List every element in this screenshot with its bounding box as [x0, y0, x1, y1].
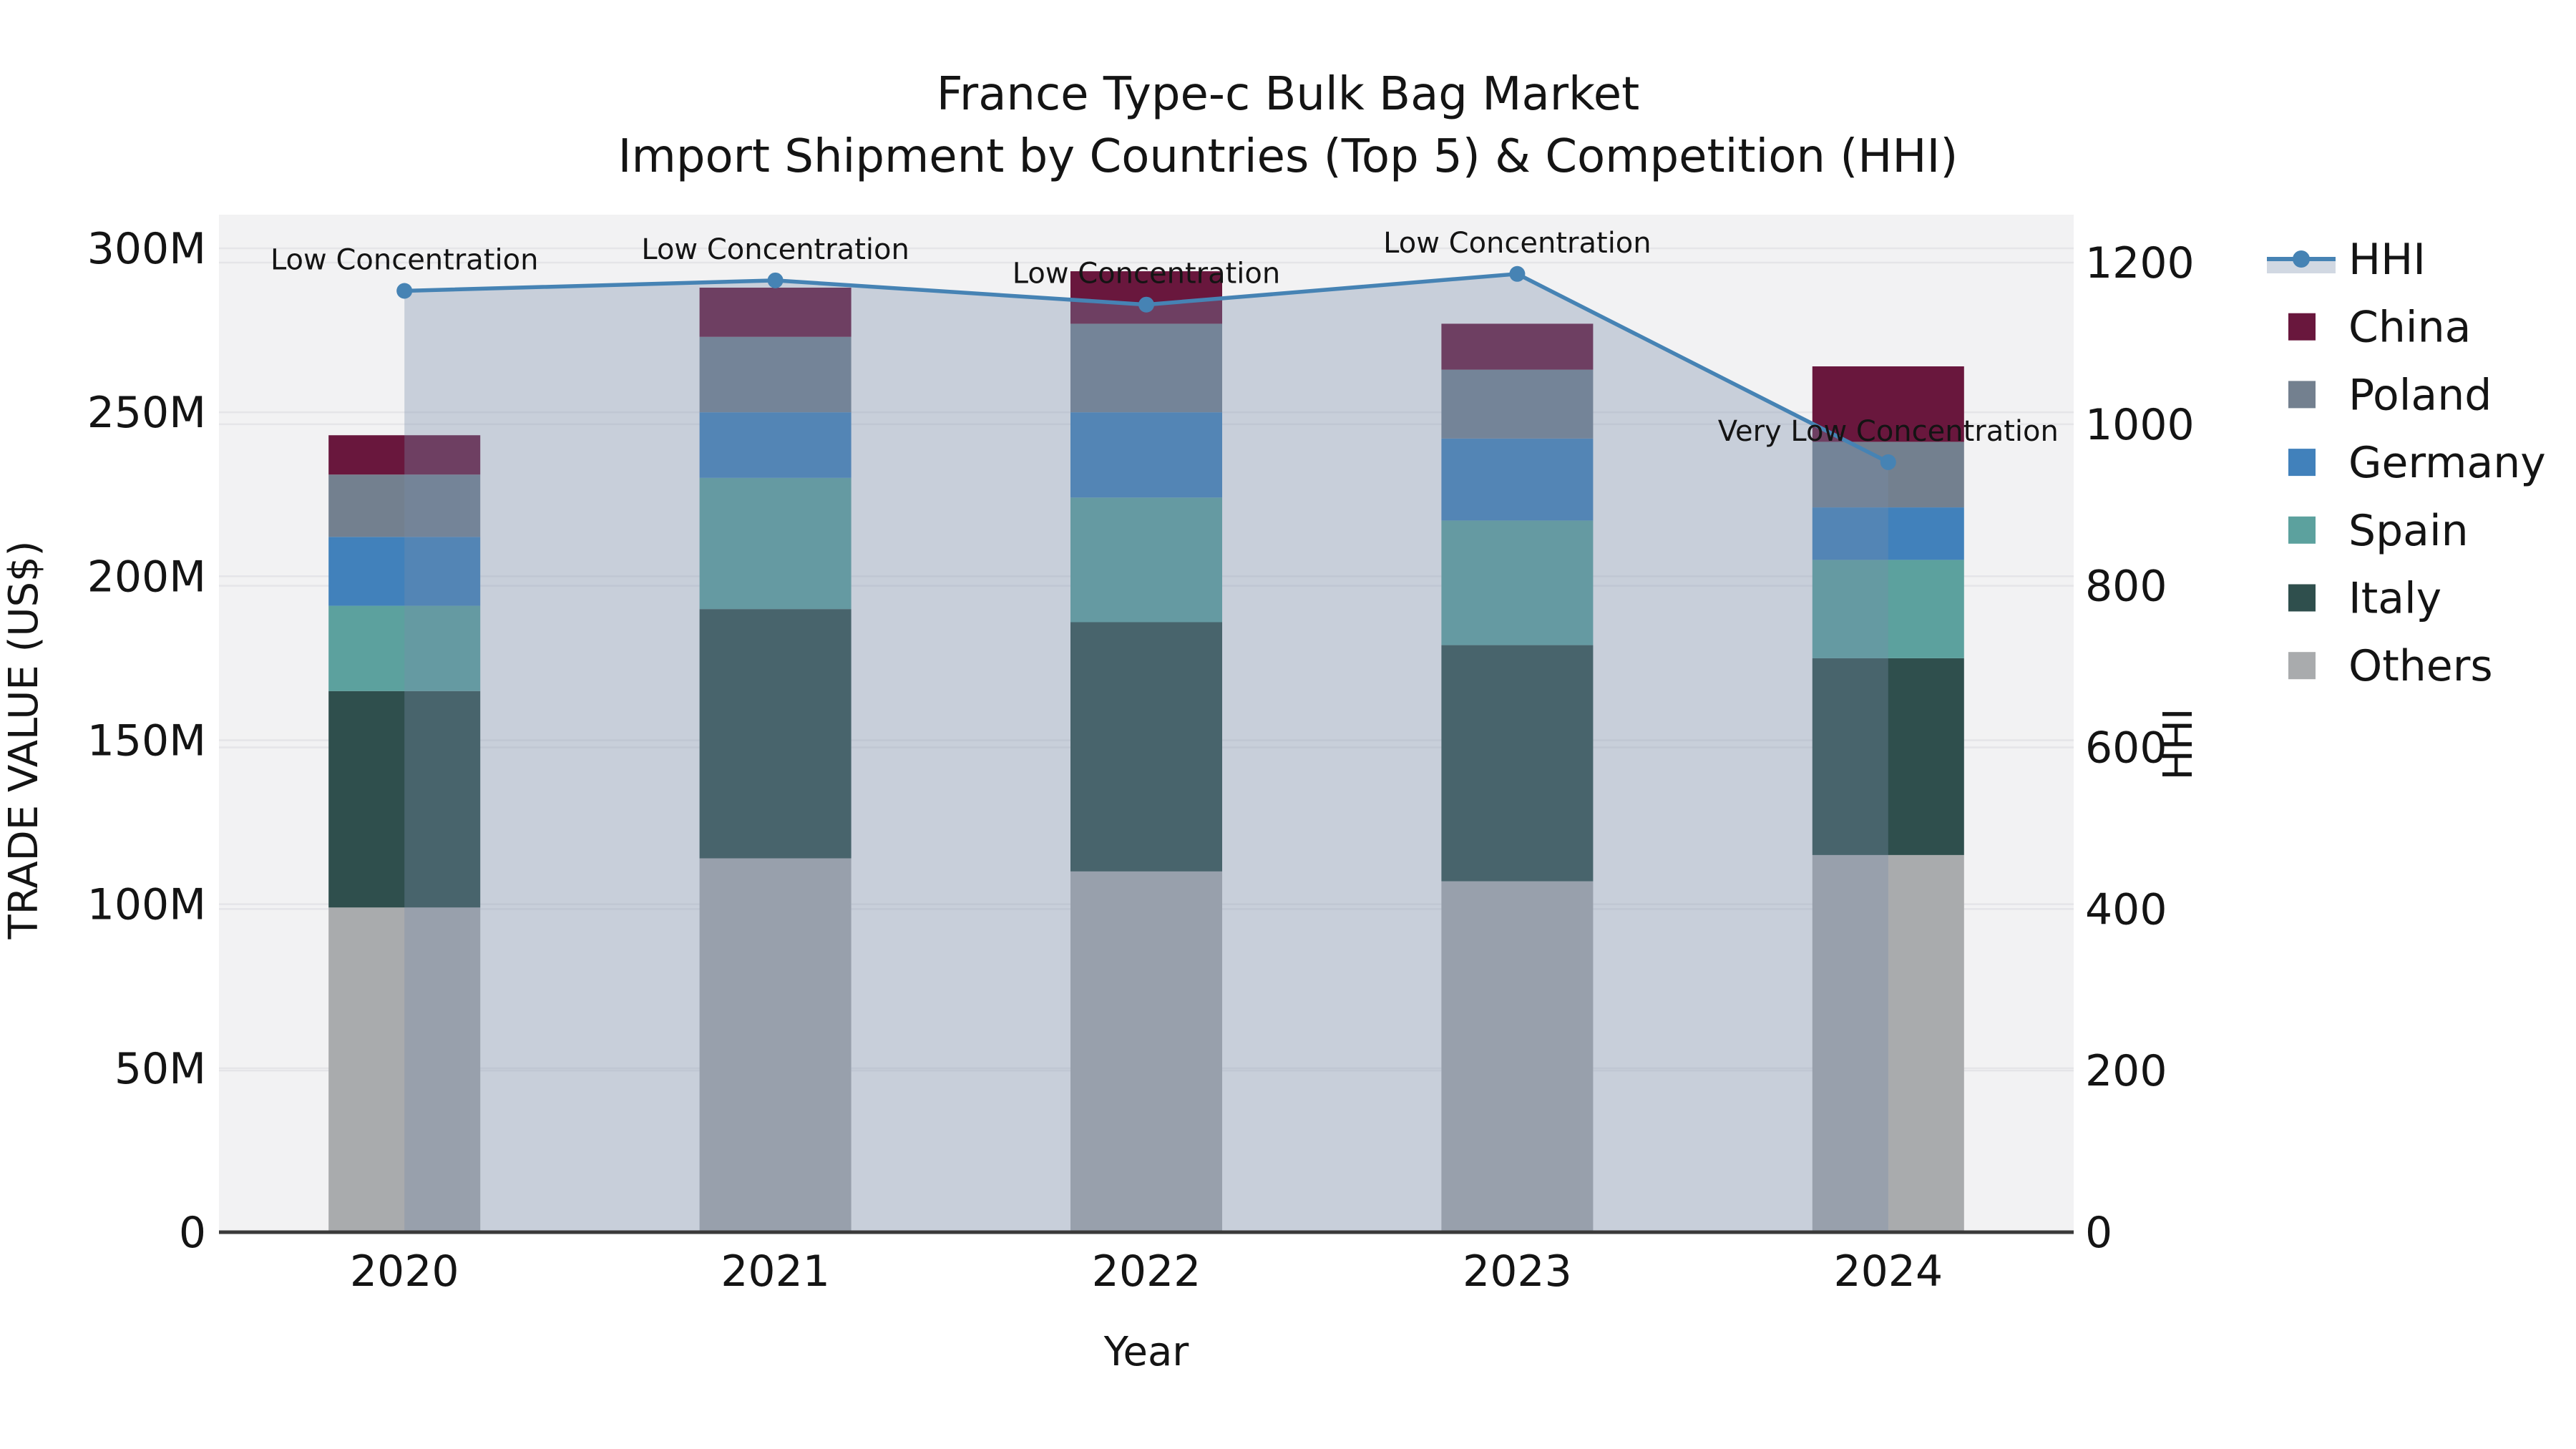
bar-segment-2024-others[interactable]	[1812, 854, 1964, 1232]
bar-segment-2023-china[interactable]	[1441, 323, 1594, 370]
x-axis-title: Year	[1103, 1329, 1190, 1375]
bar-segment-2020-italy[interactable]	[328, 691, 481, 908]
tick-label-year-2024: 2024	[1833, 1246, 1943, 1297]
annotation-2021: Low Concentration	[641, 233, 909, 266]
bar-segment-2022-spain[interactable]	[1070, 497, 1222, 623]
legend-item-china[interactable]: China	[2288, 303, 2471, 353]
bar-segment-2024-china[interactable]	[1812, 366, 1964, 442]
y-axis-title-right: HHI	[2155, 708, 2202, 781]
legend-swatch-spain	[2288, 516, 2316, 544]
legend-item-germany[interactable]: Germany	[2288, 438, 2546, 488]
hhi-area-fill	[404, 273, 1888, 1232]
hhi-point-2024[interactable]	[1880, 454, 1896, 470]
legend-label-others: Others	[2348, 641, 2493, 691]
tick-label-right-1200: 1200	[2085, 238, 2195, 288]
chart-title-line2: Import Shipment by Countries (Top 5) & C…	[618, 130, 1958, 183]
legend-label-hhi: HHI	[2348, 235, 2426, 285]
legend-swatch-china	[2288, 313, 2316, 341]
legend-swatch-poland	[2288, 381, 2316, 409]
hhi-line-layer	[396, 265, 1896, 470]
tick-label-year-2023: 2023	[1463, 1246, 1572, 1297]
legend-item-italy[interactable]: Italy	[2288, 574, 2441, 624]
hhi-point-2022[interactable]	[1138, 296, 1154, 313]
legend-item-others[interactable]: Others	[2288, 641, 2493, 691]
tick-label-left-50m: 50M	[114, 1044, 206, 1094]
bars-layer	[328, 271, 1964, 1232]
hhi-point-2023[interactable]	[1509, 265, 1526, 282]
tick-label-right-1000: 1000	[2085, 400, 2195, 450]
tick-label-year-2021: 2021	[721, 1246, 830, 1297]
bar-segment-2020-spain[interactable]	[328, 605, 481, 691]
legend-swatch-others	[2288, 652, 2316, 680]
annotation-2023: Low Concentration	[1383, 227, 1651, 260]
tick-label-year-2022: 2022	[1092, 1246, 1201, 1297]
legend-label-poland: Poland	[2348, 370, 2492, 420]
tick-label-left-150m: 150M	[87, 716, 206, 766]
tick-labels-layer: 0 50M 100M 150M 200M 250M 300M 0 200 400 600 800 100…	[87, 224, 2195, 1297]
bar-segment-2024-poland[interactable]	[1812, 441, 1964, 508]
legend-item-spain[interactable]: Spain	[2288, 506, 2469, 556]
legend-label-spain: Spain	[2348, 506, 2469, 556]
annotation-2022: Low Concentration	[1013, 258, 1280, 291]
hhi-point-2020[interactable]	[396, 283, 413, 299]
bar-segment-2021-germany[interactable]	[699, 412, 852, 478]
annotation-2024: Very Low Concentration	[1718, 415, 2059, 448]
legend-swatch-germany	[2288, 449, 2316, 477]
bar-segment-2022-poland[interactable]	[1070, 323, 1222, 413]
tick-label-left-200m: 200M	[87, 552, 206, 602]
tick-label-right-800: 800	[2085, 562, 2167, 612]
bar-segment-2022-others[interactable]	[1070, 871, 1222, 1232]
bar-segment-2023-poland[interactable]	[1441, 369, 1594, 439]
bar-segment-2021-italy[interactable]	[699, 609, 852, 859]
bar-segment-2020-china[interactable]	[328, 435, 481, 475]
y-axis-title-left: TRADE VALUE (US$)	[1, 541, 47, 940]
bar-segment-2020-poland[interactable]	[328, 474, 481, 537]
tick-label-left-300m: 300M	[87, 224, 206, 274]
annotations-layer: Low Concentration Low Concentration Low Co…	[270, 227, 2059, 448]
legend-label-italy: Italy	[2348, 574, 2441, 624]
bar-segment-2022-italy[interactable]	[1070, 622, 1222, 872]
bar-segment-2020-others[interactable]	[328, 907, 481, 1232]
legend-item-poland[interactable]: Poland	[2288, 370, 2492, 420]
legend-hhi-marker-icon	[2293, 250, 2310, 268]
legend-label-germany: Germany	[2348, 438, 2546, 488]
tick-label-left-250m: 250M	[87, 388, 206, 438]
tick-label-right-200: 200	[2085, 1046, 2167, 1096]
annotation-2020: Low Concentration	[270, 244, 538, 277]
tick-label-left-100m: 100M	[87, 880, 206, 930]
bar-segment-2021-poland[interactable]	[699, 336, 852, 413]
legend: HHI China Poland Germany Spain Italy Others	[2267, 235, 2546, 691]
bar-segment-2023-others[interactable]	[1441, 881, 1594, 1232]
bar-segment-2021-others[interactable]	[699, 858, 852, 1233]
tick-label-year-2020: 2020	[350, 1246, 459, 1297]
bar-segment-2024-spain[interactable]	[1812, 560, 1964, 658]
bar-segment-2022-germany[interactable]	[1070, 412, 1222, 498]
bar-segment-2021-china[interactable]	[699, 288, 852, 337]
bar-segment-2023-spain[interactable]	[1441, 520, 1594, 645]
bar-segment-2021-spain[interactable]	[699, 477, 852, 610]
bar-segment-2024-germany[interactable]	[1812, 507, 1964, 560]
bar-segment-2023-germany[interactable]	[1441, 438, 1594, 521]
tick-label-right-0: 0	[2085, 1208, 2112, 1258]
bar-segment-2020-germany[interactable]	[328, 537, 481, 606]
legend-label-china: China	[2348, 303, 2471, 353]
tick-label-right-600: 600	[2085, 723, 2167, 774]
chart-title-line1: France Type-c Bulk Bag Market	[937, 68, 1640, 121]
legend-swatch-italy	[2288, 584, 2316, 612]
tick-label-left-0: 0	[179, 1208, 206, 1258]
hhi-area-layer	[404, 273, 1888, 1232]
bar-segment-2023-italy[interactable]	[1441, 645, 1594, 882]
legend-item-hhi[interactable]: HHI	[2267, 235, 2426, 285]
tick-label-right-400: 400	[2085, 884, 2167, 935]
bar-segment-2024-italy[interactable]	[1812, 658, 1964, 855]
hhi-point-2021[interactable]	[767, 272, 784, 288]
